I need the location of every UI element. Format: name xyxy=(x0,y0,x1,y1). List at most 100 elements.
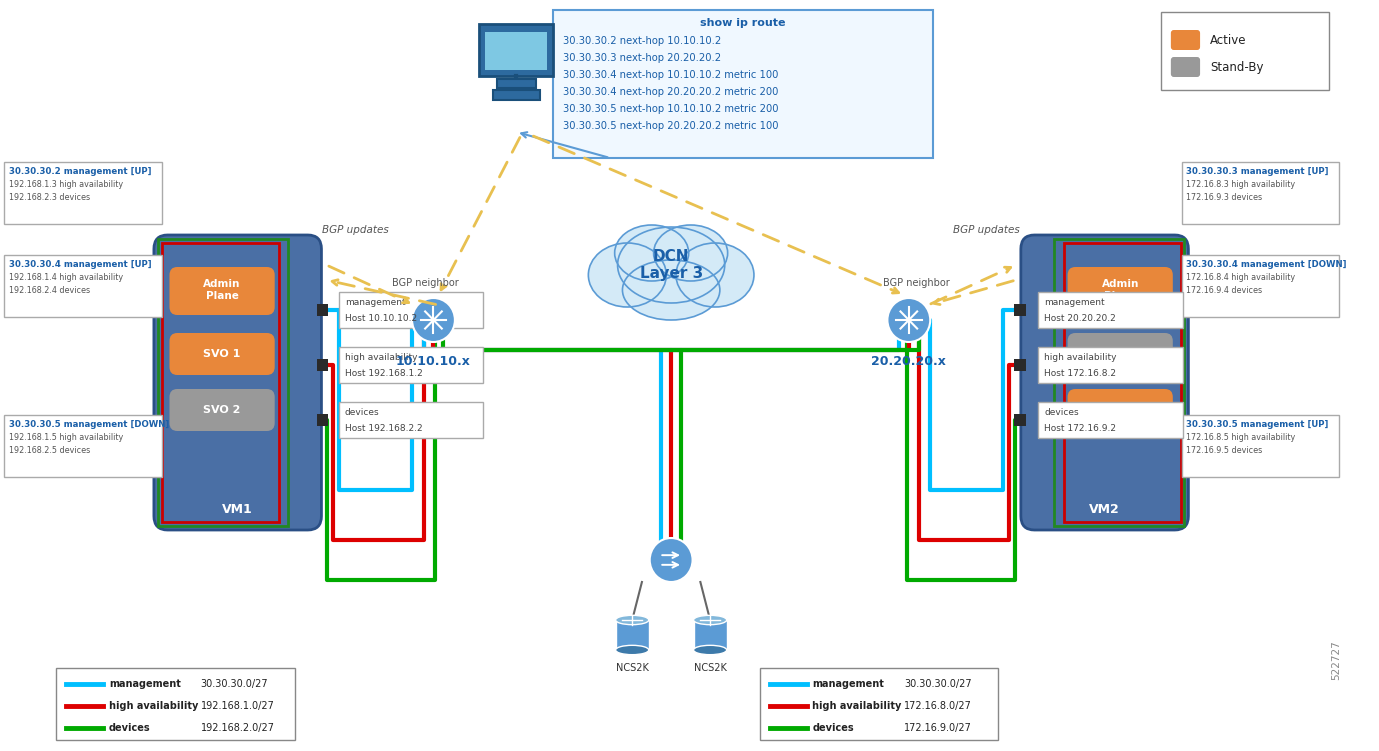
Text: 30.30.30.5 management [DOWN]: 30.30.30.5 management [DOWN] xyxy=(8,420,170,429)
Ellipse shape xyxy=(618,227,725,303)
Text: management: management xyxy=(345,298,405,307)
Text: devices: devices xyxy=(812,723,854,733)
Text: Host 192.168.1.2: Host 192.168.1.2 xyxy=(345,369,422,378)
Ellipse shape xyxy=(615,225,688,281)
Bar xyxy=(57,668,295,740)
Text: BGP updates: BGP updates xyxy=(953,225,1020,235)
Text: SVO 2: SVO 2 xyxy=(1102,405,1139,415)
Text: management: management xyxy=(1044,298,1105,307)
Text: 192.168.2.5 devices: 192.168.2.5 devices xyxy=(8,446,90,455)
Text: 20.20.20.x: 20.20.20.x xyxy=(872,355,946,368)
Bar xyxy=(1182,162,1339,224)
Text: SVO 1: SVO 1 xyxy=(204,349,241,359)
Bar xyxy=(1161,12,1328,90)
Bar xyxy=(1014,414,1026,426)
Text: 172.16.9.0/27: 172.16.9.0/27 xyxy=(905,723,972,733)
Text: NCS2K: NCS2K xyxy=(694,663,727,673)
Text: SVO 2: SVO 2 xyxy=(204,405,241,415)
Text: 10.10.10.x: 10.10.10.x xyxy=(396,355,470,368)
Text: VM2: VM2 xyxy=(1089,503,1120,516)
Bar xyxy=(480,24,553,76)
Text: high availability: high availability xyxy=(109,701,199,711)
Text: devices: devices xyxy=(345,408,379,417)
FancyBboxPatch shape xyxy=(154,235,321,530)
Bar xyxy=(485,32,547,70)
Bar xyxy=(1014,359,1026,371)
Text: 172.16.8.5 high availability: 172.16.8.5 high availability xyxy=(1186,433,1296,442)
Bar xyxy=(339,347,483,383)
Text: Host 10.10.10.2: Host 10.10.10.2 xyxy=(345,314,416,323)
Text: Admin
Plane: Admin Plane xyxy=(1102,279,1139,301)
Bar xyxy=(496,79,536,88)
Ellipse shape xyxy=(694,645,727,655)
Ellipse shape xyxy=(615,645,648,655)
Bar xyxy=(1038,292,1183,328)
Text: 30.30.30.3 next-hop 20.20.20.2: 30.30.30.3 next-hop 20.20.20.2 xyxy=(563,53,721,63)
Circle shape xyxy=(888,298,931,342)
Text: 30.30.30.4 management [UP]: 30.30.30.4 management [UP] xyxy=(8,260,152,269)
Bar xyxy=(694,620,727,650)
Text: 192.168.1.3 high availability: 192.168.1.3 high availability xyxy=(8,180,123,189)
Bar xyxy=(317,359,328,371)
Text: 30.30.30.5 next-hop 20.20.20.2 metric 100: 30.30.30.5 next-hop 20.20.20.2 metric 10… xyxy=(563,121,779,131)
Bar xyxy=(4,255,161,317)
Text: Host 172.16.8.2: Host 172.16.8.2 xyxy=(1044,369,1116,378)
Ellipse shape xyxy=(654,225,728,281)
Text: 30.30.30.5 next-hop 10.10.10.2 metric 200: 30.30.30.5 next-hop 10.10.10.2 metric 20… xyxy=(563,104,779,114)
Bar xyxy=(4,162,161,224)
Bar xyxy=(4,415,161,477)
Text: high availability: high availability xyxy=(345,353,418,362)
Text: high availability: high availability xyxy=(1044,353,1117,362)
Ellipse shape xyxy=(589,243,666,307)
Text: Stand-By: Stand-By xyxy=(1209,61,1263,74)
Bar xyxy=(1038,347,1183,383)
Bar xyxy=(339,402,483,438)
Text: 192.168.2.3 devices: 192.168.2.3 devices xyxy=(8,193,90,202)
Text: high availability: high availability xyxy=(812,701,902,711)
FancyBboxPatch shape xyxy=(1020,235,1189,530)
Bar xyxy=(615,620,648,650)
Text: 30.30.30.5 management [UP]: 30.30.30.5 management [UP] xyxy=(1186,420,1329,429)
FancyBboxPatch shape xyxy=(1067,389,1172,431)
Bar xyxy=(1063,243,1180,522)
Text: BGP updates: BGP updates xyxy=(323,225,389,235)
Circle shape xyxy=(650,538,692,582)
Text: show ip route: show ip route xyxy=(701,18,786,28)
Text: 172.16.8.3 high availability: 172.16.8.3 high availability xyxy=(1186,180,1296,189)
Text: BGP neighbor: BGP neighbor xyxy=(392,278,459,288)
Text: 192.168.2.0/27: 192.168.2.0/27 xyxy=(201,723,274,733)
FancyBboxPatch shape xyxy=(170,389,274,431)
Bar xyxy=(317,304,328,316)
Ellipse shape xyxy=(622,260,720,320)
Text: 172.16.9.4 devices: 172.16.9.4 devices xyxy=(1186,286,1263,295)
FancyBboxPatch shape xyxy=(170,267,274,315)
Text: 192.168.1.5 high availability: 192.168.1.5 high availability xyxy=(8,433,123,442)
Text: management: management xyxy=(109,679,181,689)
Bar xyxy=(1182,415,1339,477)
Text: 192.168.1.4 high availability: 192.168.1.4 high availability xyxy=(8,273,123,282)
Text: 172.16.9.5 devices: 172.16.9.5 devices xyxy=(1186,446,1263,455)
Bar xyxy=(760,668,998,740)
Text: 30.30.30.4 next-hop 20.20.20.2 metric 200: 30.30.30.4 next-hop 20.20.20.2 metric 20… xyxy=(563,87,778,97)
Bar xyxy=(1054,239,1185,526)
Text: Admin
Plane: Admin Plane xyxy=(204,279,241,301)
Text: 30.30.30.4 next-hop 10.10.10.2 metric 100: 30.30.30.4 next-hop 10.10.10.2 metric 10… xyxy=(563,70,778,80)
Text: management: management xyxy=(812,679,884,689)
Text: 172.16.8.4 high availability: 172.16.8.4 high availability xyxy=(1186,273,1296,282)
Text: 30.30.30.2 management [UP]: 30.30.30.2 management [UP] xyxy=(8,167,152,176)
Ellipse shape xyxy=(676,243,754,307)
Ellipse shape xyxy=(694,615,727,625)
Text: 522727: 522727 xyxy=(1332,640,1342,680)
Bar xyxy=(157,239,288,526)
Text: 30.30.30.0/27: 30.30.30.0/27 xyxy=(905,679,972,689)
Text: Host 192.168.2.2: Host 192.168.2.2 xyxy=(345,424,422,433)
Text: Active: Active xyxy=(1209,34,1247,47)
Text: 30.30.30.3 management [UP]: 30.30.30.3 management [UP] xyxy=(1186,167,1329,176)
FancyBboxPatch shape xyxy=(170,333,274,375)
FancyBboxPatch shape xyxy=(1171,30,1200,50)
Bar xyxy=(317,414,328,426)
Text: SVO 1: SVO 1 xyxy=(1102,349,1139,359)
Bar xyxy=(1014,304,1026,316)
FancyBboxPatch shape xyxy=(1067,267,1172,315)
Bar xyxy=(1182,255,1339,317)
